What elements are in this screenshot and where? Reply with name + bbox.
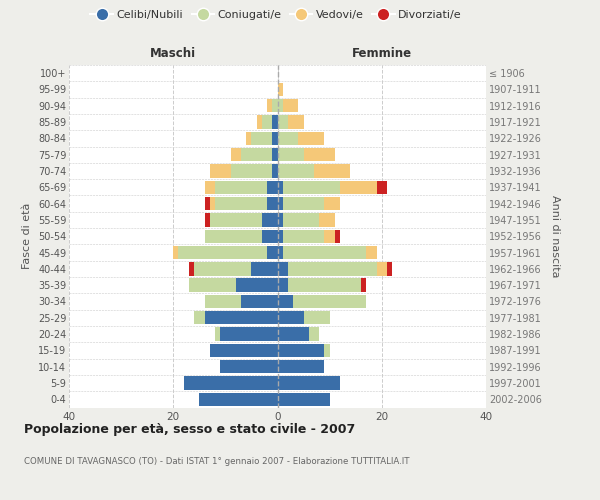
Bar xyxy=(178,246,267,259)
Bar xyxy=(205,230,262,243)
Bar xyxy=(272,116,277,129)
Bar xyxy=(335,230,340,243)
Bar xyxy=(272,164,277,177)
Bar xyxy=(283,246,366,259)
Bar xyxy=(251,132,272,145)
Bar xyxy=(325,197,340,210)
Bar xyxy=(189,278,236,292)
Bar xyxy=(210,197,215,210)
Bar xyxy=(283,180,340,194)
Bar xyxy=(267,246,277,259)
Bar xyxy=(277,132,298,145)
Bar xyxy=(277,278,288,292)
Bar xyxy=(277,262,288,276)
Bar xyxy=(361,278,366,292)
Bar xyxy=(262,116,272,129)
Text: Popolazione per età, sesso e stato civile - 2007: Popolazione per età, sesso e stato civil… xyxy=(24,422,355,436)
Bar xyxy=(283,99,298,112)
Bar xyxy=(325,230,335,243)
Bar xyxy=(230,164,272,177)
Bar xyxy=(277,197,283,210)
Bar xyxy=(325,344,329,357)
Bar xyxy=(205,180,215,194)
Bar xyxy=(173,246,178,259)
Text: COMUNE DI TAVAGNASCO (TO) - Dati ISTAT 1° gennaio 2007 - Elaborazione TUTTITALIA: COMUNE DI TAVAGNASCO (TO) - Dati ISTAT 1… xyxy=(24,458,409,466)
Bar xyxy=(267,197,277,210)
Bar xyxy=(277,230,283,243)
Bar xyxy=(241,148,272,162)
Bar xyxy=(283,214,319,226)
Bar xyxy=(277,376,340,390)
Bar xyxy=(288,116,304,129)
Bar xyxy=(304,148,335,162)
Bar xyxy=(277,148,304,162)
Bar xyxy=(205,197,210,210)
Bar xyxy=(215,180,267,194)
Bar xyxy=(277,295,293,308)
Bar xyxy=(251,262,277,276)
Bar xyxy=(262,230,277,243)
Bar xyxy=(277,99,283,112)
Bar xyxy=(199,392,277,406)
Bar xyxy=(277,328,309,341)
Bar xyxy=(277,344,325,357)
Bar xyxy=(194,262,251,276)
Bar xyxy=(304,311,329,324)
Bar xyxy=(283,230,325,243)
Bar xyxy=(277,214,283,226)
Bar xyxy=(319,214,335,226)
Bar xyxy=(277,311,304,324)
Bar xyxy=(293,295,366,308)
Bar xyxy=(220,328,277,341)
Bar xyxy=(377,180,387,194)
Bar xyxy=(215,328,220,341)
Bar xyxy=(288,262,377,276)
Bar xyxy=(340,180,377,194)
Bar xyxy=(205,311,277,324)
Y-axis label: Fasce di età: Fasce di età xyxy=(22,203,32,270)
Bar xyxy=(205,214,210,226)
Bar xyxy=(272,132,277,145)
Bar xyxy=(210,344,277,357)
Bar xyxy=(277,180,283,194)
Bar xyxy=(189,262,194,276)
Bar xyxy=(257,116,262,129)
Bar xyxy=(314,164,350,177)
Bar xyxy=(387,262,392,276)
Text: Maschi: Maschi xyxy=(150,47,196,60)
Bar xyxy=(272,99,277,112)
Bar xyxy=(298,132,325,145)
Bar xyxy=(210,164,230,177)
Bar xyxy=(210,214,262,226)
Bar xyxy=(277,83,283,96)
Bar xyxy=(230,148,241,162)
Bar xyxy=(377,262,387,276)
Bar xyxy=(309,328,319,341)
Bar xyxy=(277,116,288,129)
Bar xyxy=(205,295,241,308)
Legend: Celibi/Nubili, Coniugati/e, Vedovi/e, Divorziati/e: Celibi/Nubili, Coniugati/e, Vedovi/e, Di… xyxy=(86,6,466,25)
Bar xyxy=(267,180,277,194)
Bar xyxy=(220,360,277,374)
Bar xyxy=(236,278,277,292)
Bar xyxy=(277,392,329,406)
Bar xyxy=(184,376,277,390)
Bar xyxy=(277,360,325,374)
Bar xyxy=(277,246,283,259)
Bar xyxy=(288,278,361,292)
Bar xyxy=(277,164,314,177)
Text: Femmine: Femmine xyxy=(352,47,412,60)
Bar xyxy=(215,197,267,210)
Bar xyxy=(246,132,251,145)
Bar xyxy=(267,99,272,112)
Bar xyxy=(283,197,325,210)
Bar xyxy=(241,295,277,308)
Bar xyxy=(272,148,277,162)
Bar xyxy=(366,246,377,259)
Bar xyxy=(194,311,205,324)
Y-axis label: Anni di nascita: Anni di nascita xyxy=(550,195,560,278)
Bar xyxy=(262,214,277,226)
